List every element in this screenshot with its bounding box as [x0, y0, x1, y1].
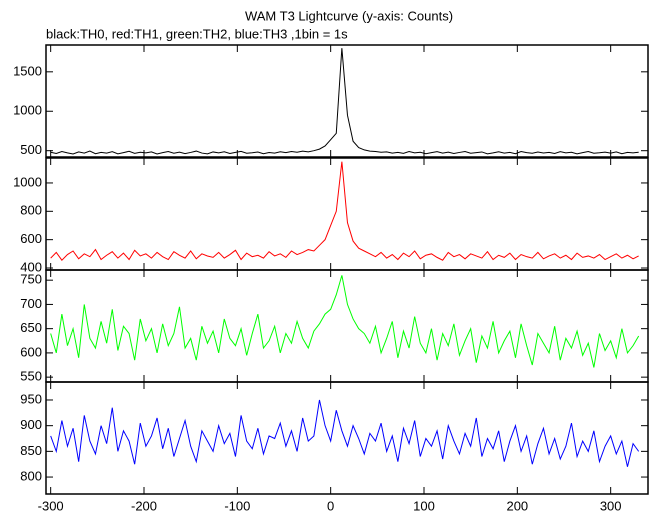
y-tick-label: 1500: [13, 63, 42, 78]
chart-subtitle: black:TH0, red:TH1, green:TH2, blue:TH3 …: [46, 26, 348, 41]
x-tick-label: -200: [131, 498, 157, 513]
y-tick-label: 600: [20, 344, 42, 359]
x-tick-label: 0: [327, 498, 334, 513]
series-line: [50, 161, 639, 261]
x-tick-label: 200: [506, 498, 528, 513]
x-tick-label: -100: [224, 498, 250, 513]
panel-frame: [45, 44, 649, 158]
series-line: [50, 48, 639, 155]
x-tick-label: 300: [600, 498, 622, 513]
y-tick-label: 950: [20, 391, 42, 406]
y-tick-label: 750: [20, 272, 42, 287]
series-line: [50, 399, 640, 467]
y-tick-label: 650: [20, 320, 42, 335]
panel-frame: [45, 269, 649, 383]
y-tick-label: 400: [20, 259, 42, 274]
y-tick-label: 550: [20, 369, 42, 384]
panel-frame: [45, 381, 649, 495]
y-tick-label: 500: [20, 142, 42, 157]
y-tick-label: 800: [20, 468, 42, 483]
y-tick-label: 700: [20, 296, 42, 311]
y-tick-label: 850: [20, 443, 42, 458]
chart-title: WAM T3 Lightcurve (y-axis: Counts): [245, 8, 453, 23]
y-tick-label: 900: [20, 417, 42, 432]
x-tick-label: 100: [413, 498, 435, 513]
y-tick-label: 800: [20, 203, 42, 218]
y-tick-label: 1000: [13, 103, 42, 118]
y-tick-label: 600: [20, 231, 42, 246]
y-tick-label: 1000: [13, 174, 42, 189]
x-tick-label: -300: [38, 498, 64, 513]
series-line: [50, 275, 640, 368]
